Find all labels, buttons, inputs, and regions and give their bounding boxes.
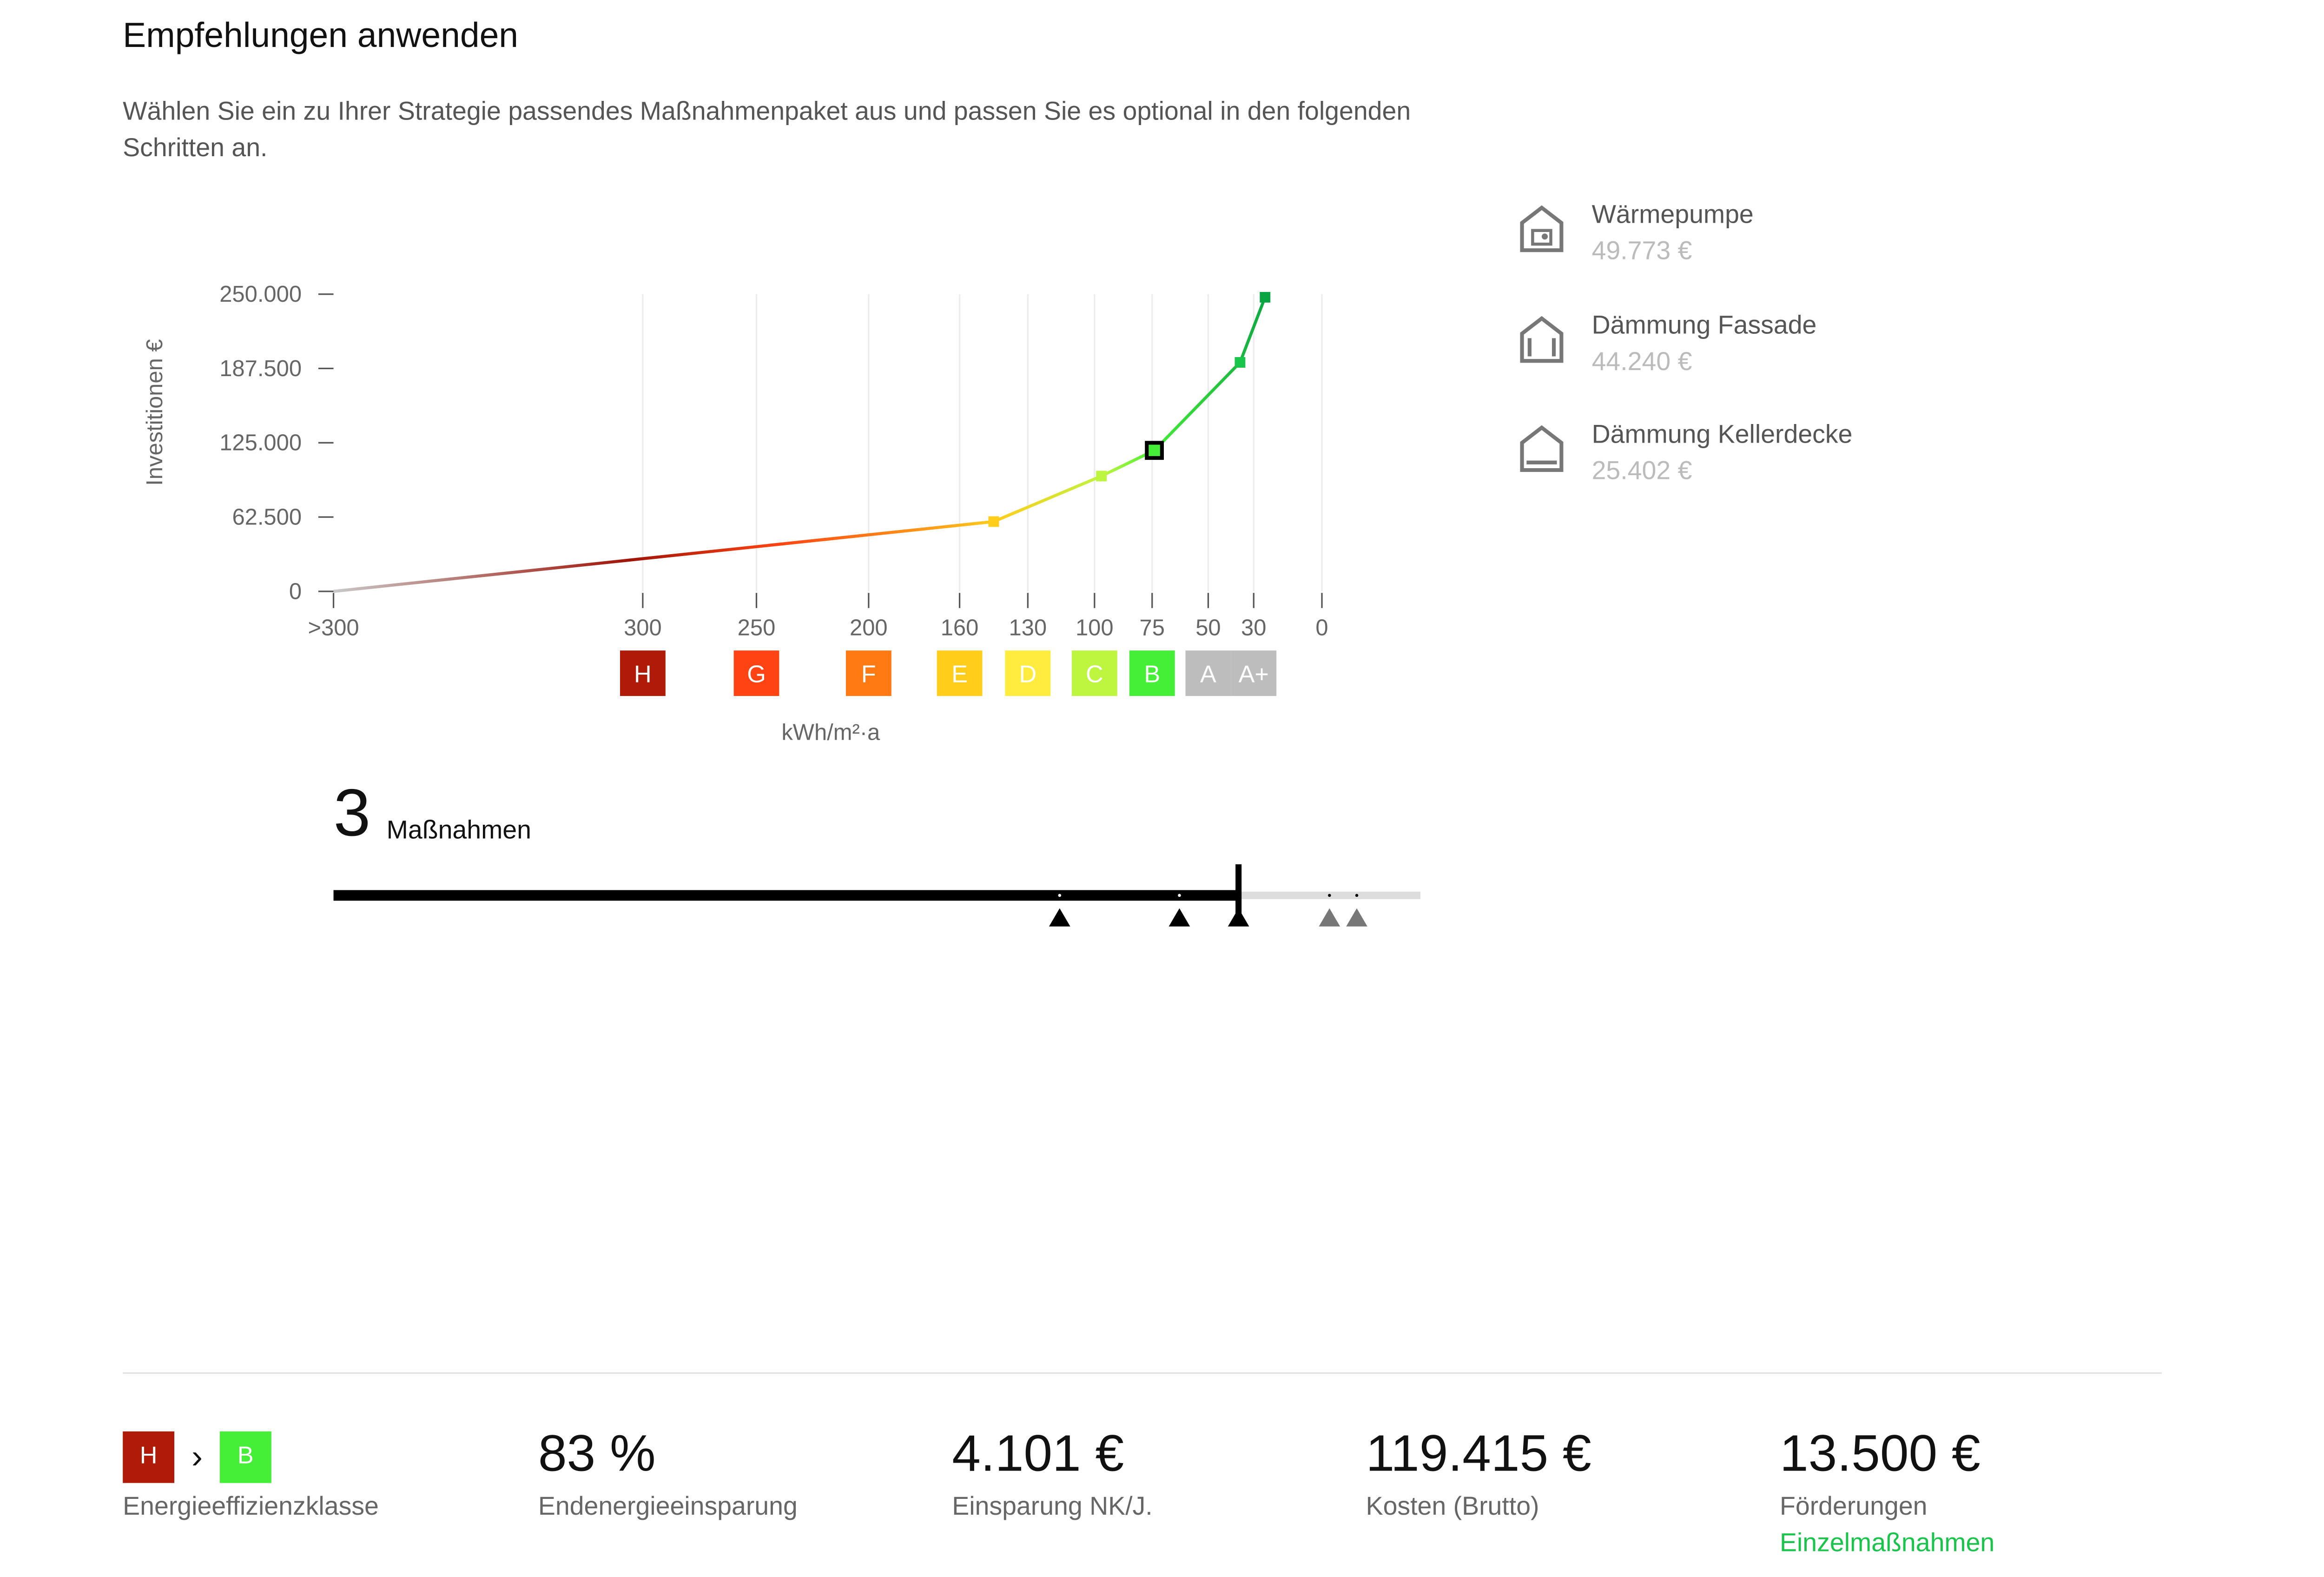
energy-class-label: G (747, 661, 766, 688)
y-tick-label: 187.500 (219, 356, 302, 381)
measure-item[interactable]: Dämmung Kellerdecke 25.402 € (1516, 417, 1853, 490)
x-tick-label: 250 (738, 616, 776, 641)
funding-link[interactable]: Einzelmaßnahmen (1780, 1528, 1995, 1557)
y-tick-label: 0 (289, 579, 302, 604)
x-tick-label: >300 (308, 616, 359, 641)
energy-class-label: D (1019, 661, 1037, 688)
measures-slider[interactable] (0, 849, 1455, 940)
y-tick-label: 125.000 (219, 431, 302, 456)
stat-label: Energieeffizienzklasse (123, 1492, 379, 1521)
stat-value: 13.500 € (1780, 1425, 1981, 1483)
stat-funding: 13.500 € Förderungen Einzelmaßnahmen (1780, 1422, 1994, 1559)
x-tick-label: 160 (941, 616, 979, 641)
selected-data-point[interactable] (1145, 441, 1164, 460)
slider-track-filled[interactable] (333, 890, 1239, 901)
step-marker-icon (1319, 908, 1340, 927)
x-tick-label: 200 (850, 616, 888, 641)
slider-handle[interactable] (1235, 864, 1242, 925)
stat-label: Einsparung NK/J. (952, 1492, 1153, 1521)
divider (123, 1372, 2162, 1374)
x-tick-label: 75 (1140, 616, 1165, 641)
step-marker-icon (1169, 908, 1190, 927)
stat-nk-savings: 4.101 € Einsparung NK/J. (952, 1422, 1152, 1522)
y-tick-label: 62.500 (232, 504, 302, 530)
energy-class-label: C (1086, 661, 1103, 688)
x-axis-label: kWh/m²·a (781, 720, 880, 745)
stat-energy-savings: 83 % Endenergieeinsparung (538, 1422, 798, 1522)
x-tick-label: 50 (1195, 616, 1221, 641)
x-tick-label: 30 (1241, 616, 1266, 641)
step-marker-icon (1228, 908, 1249, 927)
stat-label: Förderungen (1780, 1492, 1928, 1521)
energy-class-label: B (1144, 661, 1160, 688)
x-tick-label: 300 (624, 616, 662, 641)
stat-value: 119.415 € (1366, 1425, 1591, 1483)
measure-item[interactable]: Wärmepumpe 49.773 € (1516, 197, 1754, 270)
energy-class-C: C (1071, 650, 1117, 696)
energy-class-B: B (1129, 650, 1175, 696)
energy-class-E: E (937, 650, 983, 696)
energy-class-F: F (845, 650, 891, 696)
investment-line (333, 297, 1267, 593)
energy-class-label: A+ (1239, 661, 1269, 688)
y-axis-label: Investitionen € (142, 339, 167, 485)
stat-value: 83 % (538, 1425, 656, 1483)
slider-step-817[interactable] (1228, 908, 1249, 927)
data-point[interactable] (1096, 470, 1107, 482)
class-badge-from: H (123, 1431, 175, 1483)
stat-costs: 119.415 € Kosten (Brutto) (1366, 1422, 1591, 1522)
stat-label: Kosten (Brutto) (1366, 1492, 1539, 1521)
heat-pump-house-icon (1520, 205, 1564, 252)
x-tick-label: 100 (1076, 616, 1114, 641)
energy-class-label: E (951, 661, 968, 688)
measure-count-label: Maßnahmen (386, 815, 531, 845)
measure-cost: 25.402 € (1591, 456, 1692, 485)
measure-item[interactable]: Dämmung Fassade 44.240 € (1516, 308, 1817, 381)
measure-name: Dämmung Kellerdecke (1591, 420, 1853, 449)
slider-step-778[interactable] (1169, 894, 1190, 927)
class-badge-to: B (219, 1431, 271, 1483)
measure-name: Dämmung Fassade (1591, 311, 1817, 340)
measure-cost: 49.773 € (1591, 236, 1692, 265)
stat-value: 4.101 € (952, 1425, 1124, 1483)
intro-text: Wählen Sie ein zu Ihrer Strategie passen… (123, 97, 1411, 162)
energy-class-label: A (1200, 661, 1216, 688)
energy-class-A+: A+ (1231, 650, 1277, 696)
step-marker-icon (1346, 908, 1367, 927)
energy-class-label: F (861, 661, 876, 688)
energy-class-D: D (1005, 650, 1051, 696)
data-point[interactable] (988, 516, 999, 527)
energy-class-label: H (634, 661, 652, 688)
energy-class-A: A (1185, 650, 1231, 696)
data-point[interactable] (1260, 292, 1271, 303)
y-tick-label: 250.000 (219, 282, 302, 307)
step-marker-icon (1049, 908, 1070, 927)
data-point[interactable] (1235, 357, 1246, 368)
facade-insulation-house-icon (1520, 316, 1564, 363)
measure-count: 3 (333, 776, 371, 851)
slider-step-877[interactable] (1319, 894, 1340, 927)
chevron-right-icon: › (191, 1437, 203, 1476)
slider-step-895[interactable] (1346, 894, 1367, 927)
stat-label: Endenergieeinsparung (538, 1492, 798, 1521)
energy-class-G: G (733, 650, 779, 696)
basement-insulation-house-icon (1520, 425, 1564, 472)
slider-step-699[interactable] (1049, 894, 1070, 927)
measure-cost: 44.240 € (1591, 347, 1692, 376)
x-tick-label: 130 (1009, 616, 1047, 641)
energy-class-H: H (620, 650, 666, 696)
page-title: Empfehlungen anwenden (123, 15, 519, 55)
measure-name: Wärmepumpe (1591, 200, 1754, 229)
x-tick-label: 0 (1315, 616, 1328, 641)
stat-efficiency-class: H › B Energieeffizienzklasse (123, 1422, 379, 1522)
